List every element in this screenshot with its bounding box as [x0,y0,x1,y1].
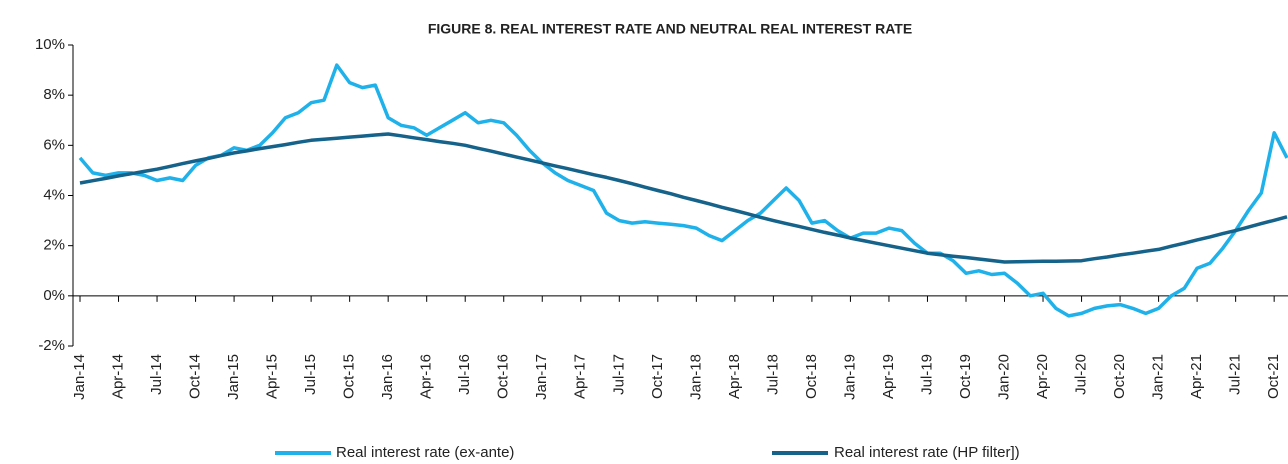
x-tick-label: Apr-17 [572,354,589,399]
x-tick-label: Jan-14 [71,354,88,400]
x-tick-label: Jul-19 [918,354,935,395]
x-tick-label: Jan-16 [379,354,396,400]
y-tick-label: 2% [43,237,65,254]
x-tick-label: Jul-17 [610,354,627,395]
y-tick-label: 6% [43,136,65,153]
x-tick-label: Oct-19 [957,354,974,399]
x-tick-label: Apr-19 [880,354,897,399]
x-tick-label: Oct-15 [341,354,358,399]
x-tick-label: Oct-20 [1111,354,1128,399]
legend-label: Real interest rate (ex-ante) [336,444,514,461]
x-tick-label: Jul-14 [148,354,165,395]
x-tick-label: Jan-15 [225,354,242,400]
y-tick-label: 4% [43,186,65,203]
x-tick-label: Oct-17 [649,354,666,399]
x-tick-label: Apr-15 [264,354,281,399]
legend-label: Real interest rate (HP filter]) [834,444,1020,461]
x-tick-label: Apr-16 [418,354,435,399]
x-tick-label: Jan-18 [687,354,704,400]
y-tick-label: 8% [43,86,65,103]
series-line [79,132,1288,264]
x-tick-label: Oct-21 [1265,354,1282,399]
x-tick-label: Jan-17 [533,354,550,400]
y-tick-label: 0% [43,287,65,304]
x-tick-label: Jan-20 [995,354,1012,400]
x-tick-label: Oct-14 [187,354,204,399]
x-tick-label: Jan-19 [841,354,858,400]
x-tick-label: Apr-14 [109,354,126,399]
x-tick-label: Jul-18 [764,354,781,395]
x-tick-label: Jul-16 [456,354,473,395]
y-tick-label: -2% [38,337,65,354]
series-line [78,63,1288,318]
y-tick-label: 10% [35,36,65,53]
x-tick-label: Jul-21 [1227,354,1244,395]
x-tick-label: Jan-21 [1150,354,1167,400]
chart-title: FIGURE 8. REAL INTEREST RATE AND NEUTRAL… [428,21,912,37]
x-tick-label: Oct-18 [803,354,820,399]
x-tick-label: Apr-20 [1034,354,1051,399]
x-tick-label: Apr-21 [1188,354,1205,399]
x-tick-label: Jul-15 [302,354,319,395]
x-tick-label: Oct-16 [495,354,512,399]
x-tick-label: Jul-20 [1073,354,1090,395]
x-tick-label: Apr-18 [726,354,743,399]
